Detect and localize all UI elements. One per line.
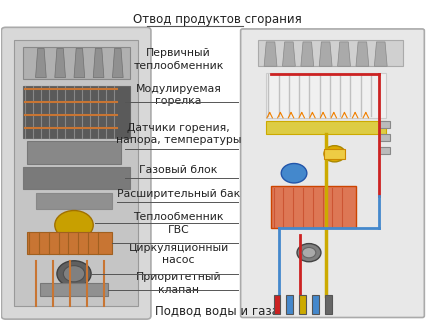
Circle shape [63,266,85,282]
FancyBboxPatch shape [14,40,138,306]
FancyBboxPatch shape [1,27,151,319]
FancyBboxPatch shape [27,141,121,164]
Polygon shape [301,42,314,66]
FancyBboxPatch shape [270,186,356,228]
FancyBboxPatch shape [324,149,345,159]
FancyBboxPatch shape [266,121,386,134]
FancyBboxPatch shape [36,193,113,209]
Text: Отвод продуктов сгорания: Отвод продуктов сгорания [133,13,301,26]
FancyBboxPatch shape [380,134,390,141]
FancyBboxPatch shape [23,86,129,138]
Circle shape [55,211,93,240]
Text: Теплообменник
ГВС: Теплообменник ГВС [133,212,224,234]
Circle shape [281,164,307,183]
Polygon shape [338,42,350,66]
FancyBboxPatch shape [286,295,293,314]
FancyBboxPatch shape [380,147,390,154]
FancyBboxPatch shape [40,284,108,297]
Text: Приоритетный
клапан: Приоритетный клапан [136,272,221,295]
Circle shape [297,244,321,262]
FancyBboxPatch shape [27,232,113,254]
Circle shape [302,248,316,258]
Polygon shape [356,42,369,66]
FancyBboxPatch shape [23,167,129,189]
Text: Газовый блок: Газовый блок [139,165,218,175]
Polygon shape [74,48,85,77]
Text: Датчики горения,
напора, температуры: Датчики горения, напора, температуры [116,123,241,146]
Text: Первичный
теплообменник: Первичный теплообменник [133,48,224,71]
Polygon shape [55,48,65,77]
FancyBboxPatch shape [325,295,332,314]
Circle shape [57,261,91,287]
Polygon shape [93,48,104,77]
Polygon shape [319,42,332,66]
FancyBboxPatch shape [23,47,129,79]
Polygon shape [375,42,387,66]
FancyBboxPatch shape [380,121,390,128]
Text: Расширительный бак: Расширительный бак [117,189,240,199]
Polygon shape [283,42,295,66]
FancyBboxPatch shape [266,73,386,118]
Text: Подвод воды и газа: Подвод воды и газа [155,304,279,318]
Polygon shape [36,48,46,77]
Text: Циркуляционный
насос: Циркуляционный насос [129,243,229,265]
Circle shape [324,146,345,162]
Text: Модулируемая
горелка: Модулируемая горелка [136,84,221,107]
FancyBboxPatch shape [273,295,280,314]
FancyBboxPatch shape [312,295,319,314]
Polygon shape [264,42,277,66]
FancyBboxPatch shape [299,295,306,314]
FancyBboxPatch shape [241,29,424,318]
FancyBboxPatch shape [258,40,403,66]
Polygon shape [113,48,123,77]
